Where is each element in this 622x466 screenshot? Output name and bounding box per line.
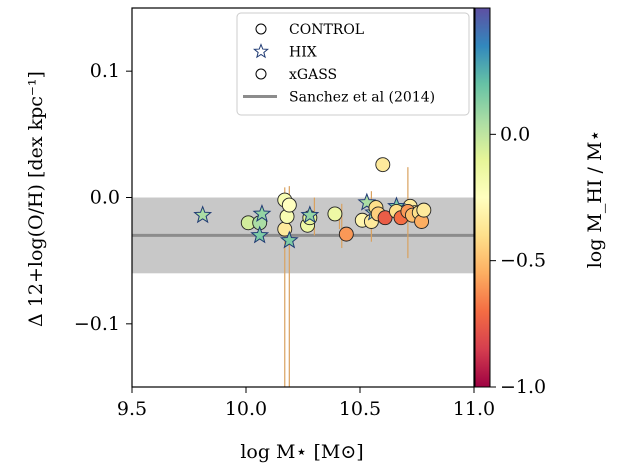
xgass-point bbox=[377, 210, 393, 226]
xgass-point bbox=[375, 157, 391, 173]
colorbar-tick-label: 0.0 bbox=[500, 123, 530, 145]
colorbar-tick-label: −1.0 bbox=[500, 376, 546, 398]
legend-star-marker bbox=[253, 43, 269, 59]
control-point bbox=[327, 206, 343, 222]
hix-star-point bbox=[279, 230, 299, 249]
plot-area bbox=[132, 157, 474, 387]
y-axis-label: Δ 12+log(O/H) [dex kpc⁻¹] bbox=[25, 71, 47, 327]
legend-circle-marker bbox=[255, 23, 267, 35]
y-tick-label: 0.1 bbox=[90, 60, 120, 82]
colorbar: −1.0 −0.5 0.0 bbox=[474, 7, 546, 398]
axes: 9.5 10.0 10.5 11.0 −0.1 0.0 0.1 bbox=[74, 7, 495, 420]
hix-star-point bbox=[250, 225, 270, 244]
legend-label: HIX bbox=[289, 45, 317, 61]
colorbar-gradient bbox=[474, 7, 491, 388]
xgass-point bbox=[281, 197, 297, 213]
x-tick-label: 10.5 bbox=[339, 398, 381, 420]
legend-label: CONTROL bbox=[289, 22, 364, 38]
legend-box bbox=[236, 12, 470, 116]
hix-star-point bbox=[357, 192, 377, 211]
xgass-point bbox=[338, 226, 354, 242]
hix-star-point bbox=[252, 204, 272, 222]
hix-star-point bbox=[193, 205, 213, 224]
legend: CONTROL HIX xGASS Sanchez et al (2014) bbox=[236, 12, 470, 116]
y-tick-label: 0.0 bbox=[90, 187, 120, 209]
x-tick-label: 9.5 bbox=[117, 398, 147, 420]
legend-circle-marker bbox=[255, 68, 267, 80]
x-tick-label: 10.0 bbox=[225, 398, 267, 420]
hix-star-point bbox=[300, 205, 320, 224]
colorbar-label: log M_HI / M⋆ bbox=[584, 130, 606, 269]
legend-label: Sanchez et al (2014) bbox=[289, 90, 435, 106]
legend-label: xGASS bbox=[289, 67, 337, 83]
x-tick-label: 11.0 bbox=[453, 398, 495, 420]
xgass-point bbox=[416, 202, 432, 218]
y-tick-label: −0.1 bbox=[74, 313, 120, 335]
x-axis-label: log M⋆ [M⊙] bbox=[240, 441, 363, 463]
colorbar-tick-label: −0.5 bbox=[500, 250, 546, 272]
